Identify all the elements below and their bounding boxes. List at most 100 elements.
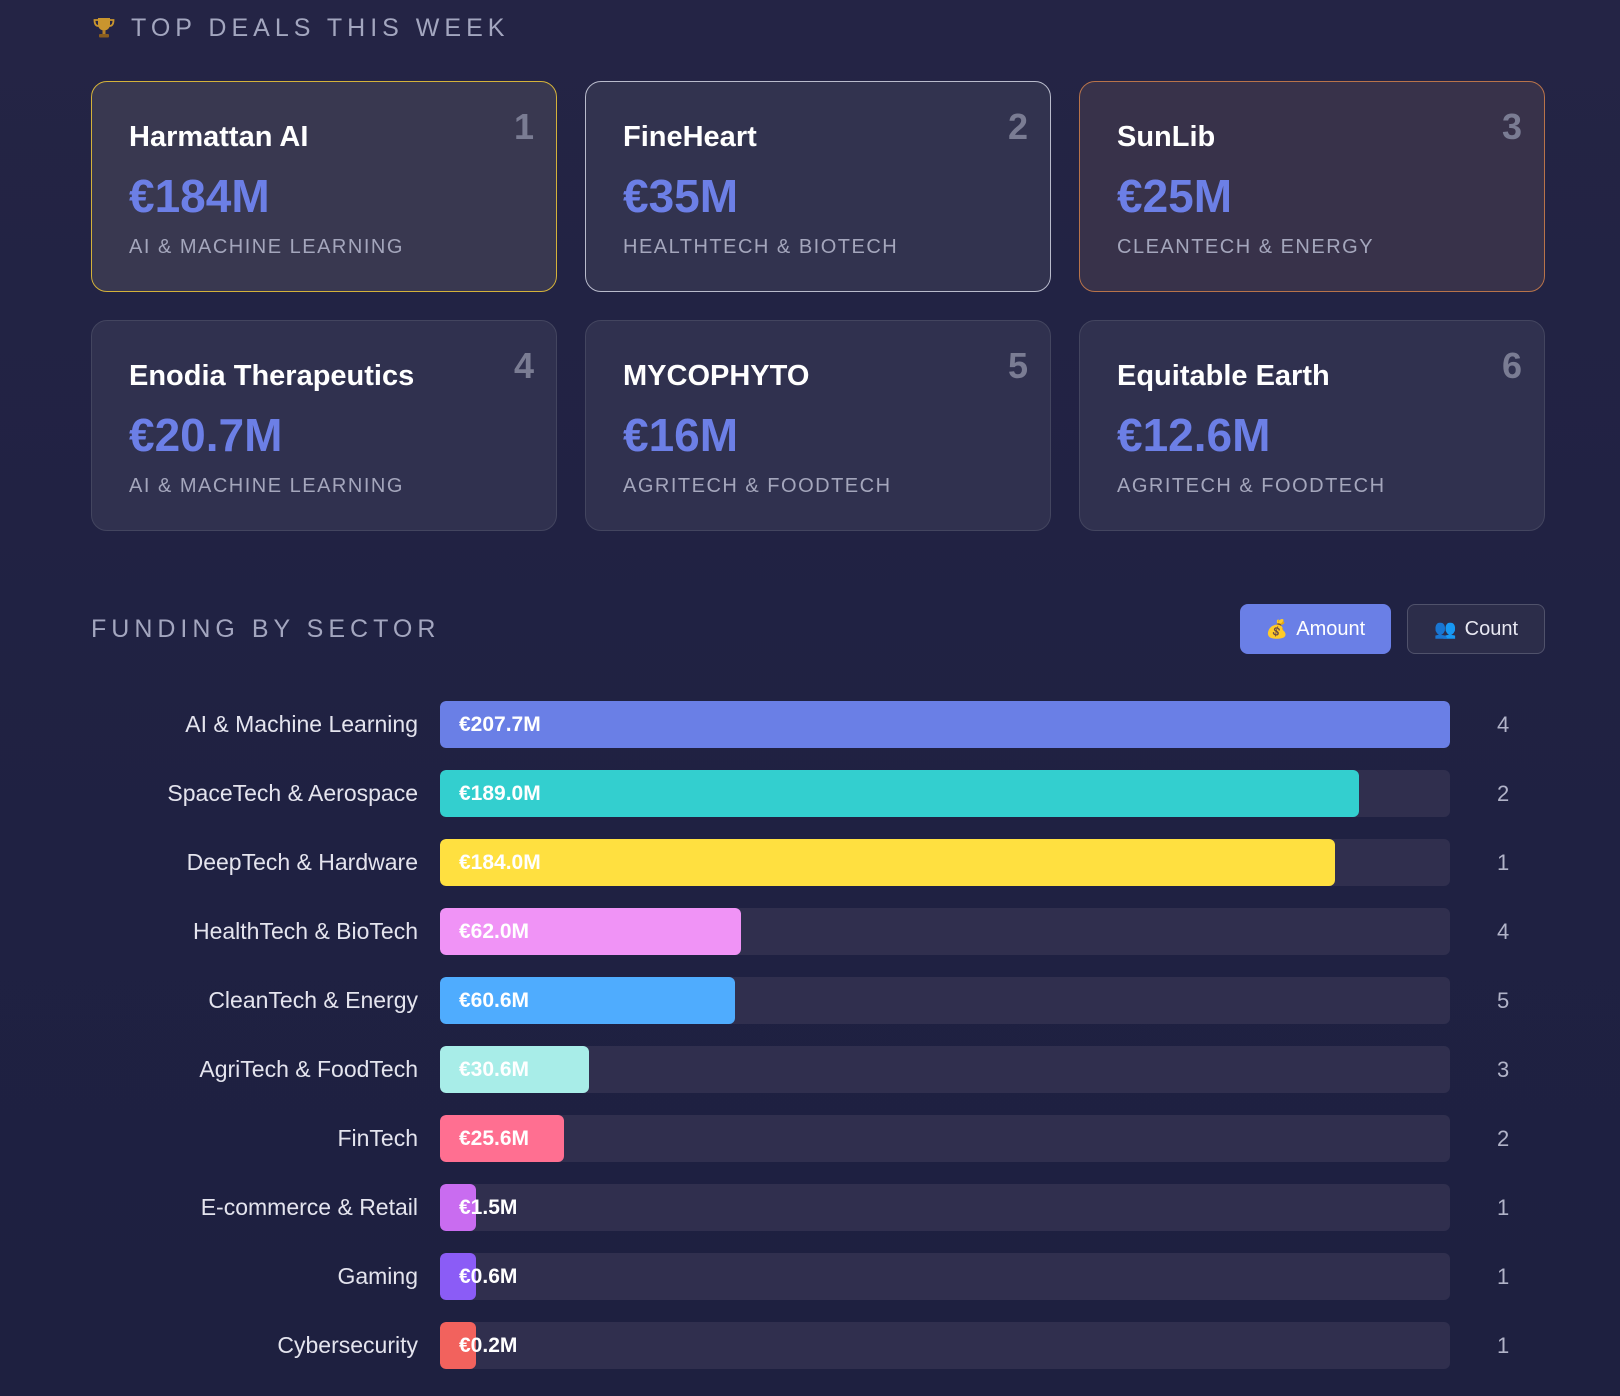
deal-sector: AGRITECH & FOODTECH: [623, 475, 892, 497]
bar-track: €1.5M: [440, 1184, 1450, 1231]
deal-sector: HEALTHTECH & BIOTECH: [623, 236, 899, 258]
sector-bar-row[interactable]: Cybersecurity €0.2M 1: [91, 1311, 1545, 1380]
sector-label: AI & Machine Learning: [185, 711, 418, 737]
deal-count: 4: [1497, 711, 1510, 737]
amount-toggle-label: Amount: [1296, 617, 1366, 640]
bar-value-label: €62.0M: [459, 920, 530, 943]
deal-card[interactable]: 1 Harmattan AI €184M AI & MACHINE LEARNI…: [91, 81, 557, 292]
bar-track: €189.0M: [440, 770, 1450, 817]
deal-count: 1: [1497, 1332, 1510, 1358]
deal-count: 3: [1497, 1056, 1510, 1082]
count-toggle-label: Count: [1464, 617, 1518, 640]
sector-label: E-commerce & Retail: [200, 1194, 418, 1220]
deal-rank: 5: [1007, 345, 1028, 386]
bar-value-label: €25.6M: [459, 1127, 530, 1150]
deal-company-name: Enodia Therapeutics: [129, 360, 415, 392]
deal-company-name: Equitable Earth: [1117, 360, 1330, 392]
bar-value-label: €1.5M: [459, 1196, 518, 1219]
deal-company-name: FineHeart: [623, 121, 757, 153]
bar-fill: [440, 908, 742, 955]
deal-card[interactable]: 3 SunLib €25M CLEANTECH & ENERGY: [1079, 81, 1545, 292]
dashboard: TOP DEALS THIS WEEK 1 Harmattan AI €184M…: [91, 0, 1545, 1380]
sector-label: Cybersecurity: [277, 1332, 418, 1358]
deal-count: 2: [1497, 1125, 1510, 1151]
count-toggle-button[interactable]: 👥 Count: [1407, 604, 1545, 654]
bar-fill: [440, 1046, 589, 1093]
funding-by-sector-title: FUNDING BY SECTOR: [91, 614, 441, 643]
bar-track: €60.6M: [440, 977, 1450, 1024]
bar-value-label: €60.6M: [459, 989, 530, 1012]
bar-fill: [440, 701, 1450, 748]
deal-amount: €12.6M: [1117, 409, 1271, 461]
bar-value-label: €184.0M: [459, 851, 541, 874]
deal-amount: €16M: [623, 409, 739, 461]
sector-label: CleanTech & Energy: [208, 987, 418, 1013]
deal-count: 1: [1497, 1194, 1510, 1220]
deal-company-name: Harmattan AI: [129, 121, 309, 153]
funding-by-sector-header: FUNDING BY SECTOR 💰 Amount 👥 Count: [91, 603, 1545, 655]
sector-bar-row[interactable]: FinTech €25.6M 2: [91, 1104, 1545, 1173]
deal-sector: CLEANTECH & ENERGY: [1117, 236, 1375, 258]
sector-label: HealthTech & BioTech: [192, 918, 418, 944]
deal-company-name: MYCOPHYTO: [623, 360, 810, 392]
deal-amount: €25M: [1117, 170, 1233, 222]
sector-bar-row[interactable]: HealthTech & BioTech €62.0M 4: [91, 897, 1545, 966]
deal-amount: €20.7M: [129, 409, 283, 461]
bar-track: €0.2M: [440, 1322, 1450, 1369]
bar-fill: [440, 1253, 476, 1300]
sector-label: AgriTech & FoodTech: [199, 1056, 418, 1082]
deal-card[interactable]: 5 MYCOPHYTO €16M AGRITECH & FOODTECH: [585, 320, 1051, 531]
deal-amount: €35M: [623, 170, 739, 222]
deal-count: 1: [1497, 849, 1510, 875]
bar-value-label: €189.0M: [459, 782, 541, 805]
deal-card[interactable]: 2 FineHeart €35M HEALTHTECH & BIOTECH: [585, 81, 1051, 292]
money-bag-icon: 💰: [1265, 618, 1289, 639]
bar-fill: [440, 977, 735, 1024]
sector-bar-row[interactable]: SpaceTech & Aerospace €189.0M 2: [91, 759, 1545, 828]
sector-bar-row[interactable]: DeepTech & Hardware €184.0M 1: [91, 828, 1545, 897]
metric-toggle-group: 💰 Amount 👥 Count: [1239, 604, 1545, 654]
bar-fill: [440, 1322, 476, 1369]
deal-cards: 1 Harmattan AI €184M AI & MACHINE LEARNI…: [91, 81, 1545, 531]
deal-card[interactable]: 6 Equitable Earth €12.6M AGRITECH & FOOD…: [1079, 320, 1545, 531]
sector-bar-row[interactable]: AI & Machine Learning €207.7M 4: [91, 690, 1545, 759]
deal-sector: AI & MACHINE LEARNING: [129, 475, 404, 497]
bar-value-label: €30.6M: [459, 1058, 530, 1081]
bar-fill: [440, 1184, 476, 1231]
bar-value-label: €207.7M: [459, 713, 541, 736]
deal-rank: 4: [513, 345, 534, 386]
sector-label: Gaming: [337, 1263, 418, 1289]
deal-sector: AGRITECH & FOODTECH: [1117, 475, 1386, 497]
sector-label: DeepTech & Hardware: [186, 849, 418, 875]
deal-company-name: SunLib: [1117, 121, 1216, 153]
deal-count: 2: [1497, 780, 1510, 806]
amount-toggle-button[interactable]: 💰 Amount: [1239, 604, 1392, 654]
bar-value-label: €0.2M: [459, 1334, 518, 1357]
sector-bar-row[interactable]: CleanTech & Energy €60.6M 5: [91, 966, 1545, 1035]
top-deals-title: TOP DEALS THIS WEEK: [131, 13, 510, 42]
bar-track: €30.6M: [440, 1046, 1450, 1093]
deal-rank: 1: [513, 106, 534, 147]
deal-count: 4: [1497, 918, 1510, 944]
top-deals-header: TOP DEALS THIS WEEK: [91, 0, 1545, 56]
deal-amount: €184M: [129, 170, 270, 222]
deal-count: 1: [1497, 1263, 1510, 1289]
bar-fill: [440, 770, 1360, 817]
sector-label: SpaceTech & Aerospace: [167, 780, 418, 806]
bar-track: €62.0M: [440, 908, 1450, 955]
sector-bar-row[interactable]: Gaming €0.6M 1: [91, 1242, 1545, 1311]
deal-rank: 6: [1501, 345, 1522, 386]
bar-fill: [440, 839, 1335, 886]
sector-bar-row[interactable]: E-commerce & Retail €1.5M 1: [91, 1173, 1545, 1242]
deal-rank: 2: [1007, 106, 1028, 147]
sector-label: FinTech: [337, 1125, 418, 1151]
sector-bar-chart: AI & Machine Learning €207.7M 4 SpaceTech &…: [91, 690, 1545, 1380]
deal-rank: 3: [1501, 106, 1522, 147]
deal-count: 5: [1497, 987, 1510, 1013]
bar-fill: [440, 1115, 565, 1162]
sector-bar-row[interactable]: AgriTech & FoodTech €30.6M 3: [91, 1035, 1545, 1104]
bar-value-label: €0.6M: [459, 1265, 518, 1288]
people-icon: 👥: [1434, 618, 1457, 639]
trophy-icon: [91, 15, 117, 41]
deal-card[interactable]: 4 Enodia Therapeutics €20.7M AI & MACHIN…: [91, 320, 557, 531]
